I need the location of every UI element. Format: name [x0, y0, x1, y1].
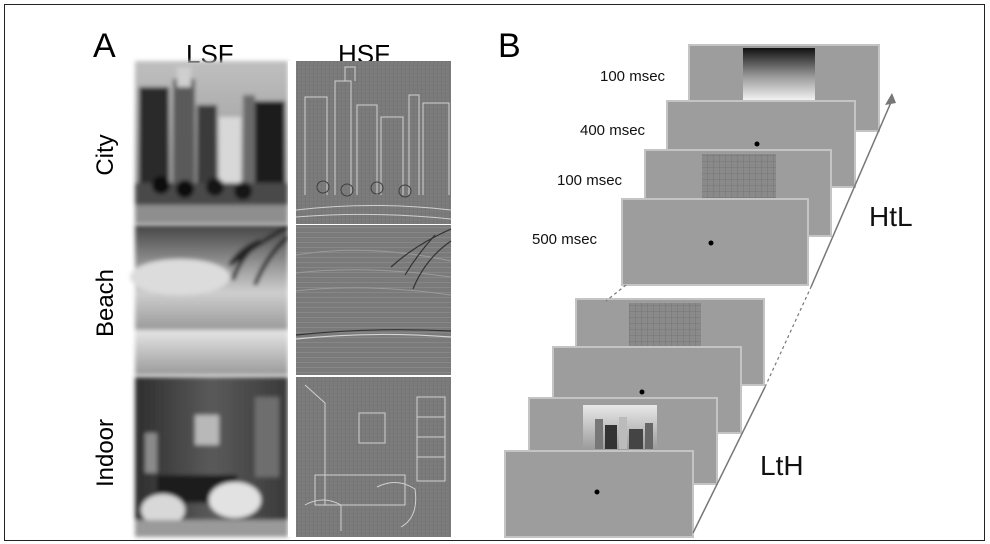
lsf-indoor-image [135, 377, 288, 537]
figure-frame: A LSF HSF City Beach Indoor B 100 msec 4… [4, 4, 985, 541]
panel-b-letter: B [498, 27, 521, 65]
stimulus-image-beach [743, 48, 815, 100]
timing-label-1: 100 msec [600, 68, 666, 85]
stimulus-image-city [583, 405, 657, 449]
hsf-beach-image [295, 225, 452, 375]
panel-a-letter: A [93, 27, 116, 65]
fixation-dot [754, 141, 760, 147]
fixation-dot [639, 389, 645, 395]
sequence-label-htl: HtL [869, 201, 913, 232]
fixation-dot [708, 240, 714, 246]
sequence-label-lth: LtH [760, 450, 804, 481]
timeline-arrow-head [885, 93, 896, 105]
timeline-arrow-lower [692, 386, 766, 534]
column-divider [288, 61, 296, 537]
timeline-arrow-upper [810, 99, 893, 288]
hsf-city-image [295, 61, 452, 224]
figure-graphics [130, 44, 896, 538]
htl-screen-4 [621, 198, 809, 286]
lth-screen-4 [504, 450, 694, 538]
timing-label-4: 500 msec [532, 231, 598, 248]
timeline-connector-left [605, 284, 627, 302]
lsf-beach-image [130, 225, 290, 375]
timing-label-3: 100 msec [557, 172, 623, 189]
hsf-indoor-image [296, 377, 451, 537]
lsf-city-image [135, 61, 288, 224]
timeline-arrow-gap [764, 286, 812, 388]
stimulus-mask [702, 154, 776, 206]
timing-label-2: 400 msec [580, 122, 646, 139]
fixation-dot [594, 489, 600, 495]
